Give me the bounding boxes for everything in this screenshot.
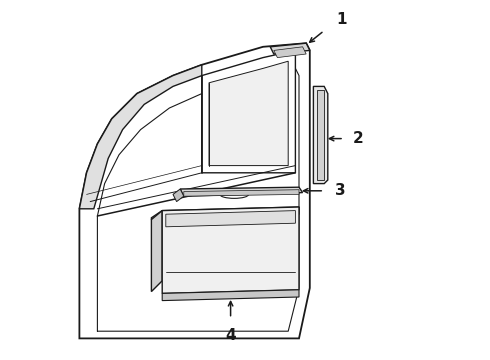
Polygon shape	[314, 86, 328, 184]
Polygon shape	[162, 207, 299, 293]
Text: 4: 4	[225, 328, 236, 343]
Polygon shape	[166, 211, 295, 227]
Polygon shape	[79, 43, 310, 338]
Polygon shape	[184, 190, 299, 196]
Polygon shape	[151, 211, 162, 292]
Polygon shape	[151, 207, 299, 220]
Text: 1: 1	[337, 12, 347, 27]
Ellipse shape	[220, 190, 248, 198]
Text: 3: 3	[335, 183, 345, 198]
Polygon shape	[209, 61, 288, 166]
Polygon shape	[317, 90, 324, 180]
Polygon shape	[173, 189, 184, 202]
Polygon shape	[274, 47, 306, 58]
Polygon shape	[162, 290, 299, 301]
Polygon shape	[202, 50, 295, 173]
Text: 2: 2	[353, 131, 364, 146]
Polygon shape	[270, 43, 310, 54]
Polygon shape	[180, 187, 303, 196]
Polygon shape	[79, 65, 202, 209]
